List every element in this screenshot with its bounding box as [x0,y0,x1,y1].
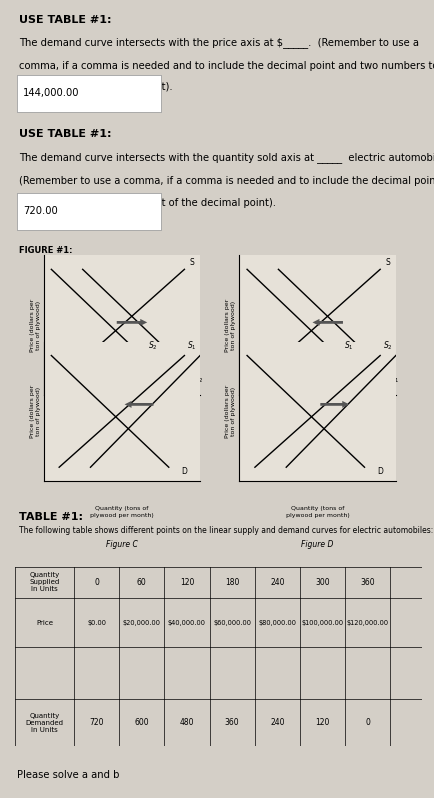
Text: The demand curve intersects with the price axis at $_____.  (Remember to use a: The demand curve intersects with the pri… [19,38,418,49]
Text: 720.00: 720.00 [23,207,58,216]
Text: Figure A: Figure A [106,453,137,463]
Text: and two numbers to the right of the decimal point).: and two numbers to the right of the deci… [19,199,276,208]
Text: Quantity
Supplied
In Units: Quantity Supplied In Units [30,572,59,592]
Text: Quantity (tons of
plywood per month): Quantity (tons of plywood per month) [285,420,349,432]
Text: 60: 60 [137,578,146,587]
Y-axis label: Price (dollars per
ton of plywood): Price (dollars per ton of plywood) [225,298,236,352]
Text: $D_1$: $D_1$ [160,372,171,385]
Text: S: S [385,258,389,267]
Text: $120,000.00: $120,000.00 [346,620,388,626]
Text: $D_2$: $D_2$ [193,372,204,385]
Text: $S_2$: $S_2$ [148,339,158,352]
Text: The demand curve intersects with the quantity sold axis at _____  electric autom: The demand curve intersects with the qua… [19,152,434,163]
Text: $D_1$: $D_1$ [388,372,399,385]
Text: 240: 240 [270,718,284,727]
Text: 300: 300 [315,578,329,587]
Y-axis label: Price (dollars per
ton of plywood): Price (dollars per ton of plywood) [30,385,41,438]
Text: $20,000.00: $20,000.00 [122,620,161,626]
Text: Quantity (tons of
plywood per month): Quantity (tons of plywood per month) [285,506,349,518]
Y-axis label: Price (dollars per
ton of plywood): Price (dollars per ton of plywood) [225,385,236,438]
Text: 120: 120 [315,718,329,727]
Text: FIGURE #1:: FIGURE #1: [19,246,72,255]
Text: $S_1$: $S_1$ [343,339,353,352]
Text: Quantity (tons of
plywood per month): Quantity (tons of plywood per month) [90,506,153,518]
Text: 360: 360 [360,578,374,587]
Text: Quantity (tons of
plywood per month): Quantity (tons of plywood per month) [90,420,153,432]
Text: D: D [181,467,187,476]
Text: the right of the decimal point).: the right of the decimal point). [19,81,172,92]
Text: $0.00: $0.00 [87,620,106,626]
Text: $60,000.00: $60,000.00 [213,620,250,626]
Text: comma, if a comma is needed and to include the decimal point and two numbers to: comma, if a comma is needed and to inclu… [19,61,434,71]
Text: $40,000.00: $40,000.00 [168,620,205,626]
Text: Price: Price [36,620,53,626]
Text: TABLE #1:: TABLE #1: [19,512,83,522]
Text: USE TABLE #1:: USE TABLE #1: [19,129,112,139]
Text: 0: 0 [94,578,99,587]
Text: $100,000.00: $100,000.00 [301,620,343,626]
Text: Please solve a and b: Please solve a and b [17,770,119,780]
Text: 240: 240 [270,578,284,587]
Text: 600: 600 [134,718,149,727]
Text: 480: 480 [179,718,194,727]
Text: (Remember to use a comma, if a comma is needed and to include the decimal point: (Remember to use a comma, if a comma is … [19,176,434,187]
Text: Figure C: Figure C [105,539,138,549]
Text: $S_2$: $S_2$ [382,339,392,352]
Y-axis label: Price (dollars per
ton of plywood): Price (dollars per ton of plywood) [30,298,41,352]
Text: 144,000.00: 144,000.00 [23,89,79,98]
Text: Figure B: Figure B [301,453,332,463]
Text: 120: 120 [179,578,194,587]
Text: USE TABLE #1:: USE TABLE #1: [19,15,112,26]
Text: D: D [376,467,382,476]
Text: Figure D: Figure D [301,539,333,549]
Text: 360: 360 [224,718,239,727]
Text: 0: 0 [365,718,369,727]
Text: 720: 720 [89,718,104,727]
Text: Quantity
Demanded
In Units: Quantity Demanded In Units [26,713,63,733]
Text: 180: 180 [224,578,239,587]
Text: S: S [190,258,194,267]
Text: $80,000.00: $80,000.00 [258,620,296,626]
Text: The following table shows different points on the linear supply and demand curve: The following table shows different poin… [19,526,432,535]
Text: $S_1$: $S_1$ [187,339,197,352]
Text: $D_2$: $D_2$ [355,372,366,385]
